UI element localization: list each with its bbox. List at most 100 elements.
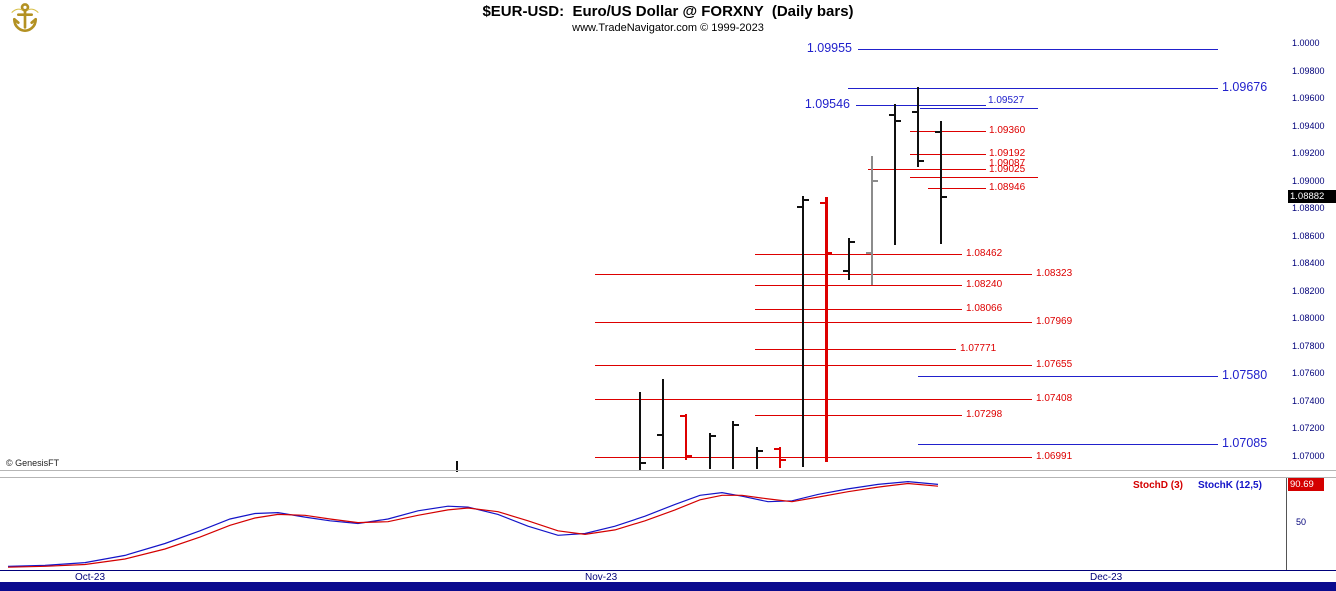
price-level-label: 1.09676: [1222, 80, 1268, 94]
x-axis-month-label: Nov-23: [585, 572, 618, 583]
ohlc-open-tick: [657, 434, 663, 436]
ohlc-open-tick: [866, 252, 872, 254]
price-level-line: [755, 285, 962, 286]
ohlc-bar: [779, 447, 781, 468]
price-level-line: [595, 365, 1032, 366]
price-level-label: 1.09025: [989, 164, 1026, 175]
price-level-line: [918, 444, 1218, 445]
price-axis-label: 1.08800: [1292, 203, 1325, 213]
ohlc-open-tick: [820, 202, 826, 204]
ohlc-bar: [802, 196, 804, 467]
ohlc-open-tick: [774, 448, 780, 450]
ohlc-open-tick: [843, 270, 849, 272]
price-level-line: [910, 177, 1038, 178]
chart-title: $EUR-USD: Euro/US Dollar @ FORXNY (Daily…: [482, 3, 854, 20]
ohlc-open-tick: [935, 131, 941, 133]
price-level-line: [848, 88, 1218, 89]
ohlc-open-tick: [797, 206, 803, 208]
genesisft-watermark: © GenesisFT: [6, 458, 60, 468]
ohlc-close-tick: [780, 459, 786, 461]
ohlc-bar: [894, 104, 896, 245]
ohlc-close-tick: [757, 450, 763, 452]
price-level-label: 1.09360: [989, 125, 1026, 136]
price-level-label: 1.07655: [1036, 359, 1073, 370]
price-level-label: 1.08323: [1036, 268, 1073, 279]
ohlc-close-tick: [686, 455, 692, 457]
price-level-label: 1.07771: [960, 343, 997, 354]
ohlc-bar: [940, 121, 942, 244]
ohlc-open-tick: [889, 114, 895, 116]
price-level-label: 1.09546: [804, 97, 850, 111]
price-level-label: 1.08066: [966, 303, 1003, 314]
stochk-legend-label[interactable]: StochK (12,5): [1198, 480, 1262, 491]
price-axis-label: 1.09000: [1292, 176, 1325, 186]
ohlc-bar: [848, 238, 850, 280]
price-level-label: 1.09955: [806, 41, 852, 55]
ohlc-close-tick: [918, 160, 924, 162]
ohlc-bar: [639, 392, 641, 471]
price-level-label: 1.06991: [1036, 451, 1073, 462]
time-axis[interactable]: Oct-23 Nov-23 Dec-23: [0, 572, 1336, 584]
ohlc-close-tick: [803, 199, 809, 201]
price-axis-label: 1.08400: [1292, 258, 1325, 268]
bottom-scrollbar[interactable]: [0, 582, 1336, 591]
price-level-line: [755, 254, 962, 255]
last-price-badge: 1.08882: [1288, 190, 1336, 203]
ohlc-close-tick: [710, 435, 716, 437]
price-level-label: 1.07580: [1222, 368, 1268, 382]
ohlc-bar: [709, 433, 711, 469]
price-axis-label: 1.09200: [1292, 148, 1325, 158]
time-axis-line: [0, 570, 1336, 571]
pane-separator-top: [0, 470, 1336, 471]
price-level-line: [928, 188, 986, 189]
ohlc-close-tick: [849, 241, 855, 243]
ohlc-close-tick: [872, 180, 878, 182]
price-level-label: 1.07969: [1036, 316, 1073, 327]
ohlc-bar: [871, 156, 873, 285]
price-axis-label: 1.07000: [1292, 451, 1325, 461]
price-level-line: [920, 108, 1038, 109]
stochastic-pane[interactable]: [0, 478, 1286, 570]
ohlc-close-tick: [640, 462, 646, 464]
price-level-label: 1.08462: [966, 248, 1003, 259]
stoch-pane-right-border: [1286, 478, 1287, 570]
price-level-line: [868, 169, 986, 170]
price-axis-label: 1.09400: [1292, 121, 1325, 131]
price-level-label: 1.07085: [1222, 436, 1268, 450]
price-level-label: 1.07408: [1036, 393, 1073, 404]
price-level-line: [595, 457, 1032, 458]
ohlc-open-tick: [680, 415, 686, 417]
price-level-line: [856, 105, 986, 106]
price-level-line: [910, 154, 986, 155]
ohlc-bar: [825, 197, 828, 462]
ohlc-open-tick: [912, 111, 918, 113]
price-level-label: 1.08240: [966, 279, 1003, 290]
stochd-legend-label[interactable]: StochD (3): [1133, 480, 1183, 491]
price-axis-label: 1.07400: [1292, 396, 1325, 406]
price-level-line: [755, 309, 962, 310]
price-axis-label: 1.08600: [1292, 231, 1325, 241]
ohlc-bar: [685, 414, 687, 460]
price-level-label: 1.07298: [966, 409, 1003, 420]
price-axis-label: 1.07600: [1292, 368, 1325, 378]
price-level-line: [595, 399, 1032, 400]
price-axis-label: 1.09600: [1292, 93, 1325, 103]
ohlc-close-tick: [826, 252, 832, 254]
ohlc-close-tick: [733, 424, 739, 426]
chart-subtitle: www.TradeNavigator.com © 1999-2023: [572, 22, 764, 34]
price-level-line: [595, 274, 1032, 275]
stochastic-plot: [7, 480, 939, 568]
price-axis-label: 1.07800: [1292, 341, 1325, 351]
pane-separator-bottom: [0, 477, 1336, 478]
price-level-label: 1.09087: [989, 158, 1026, 169]
price-level-label: 1.09527: [988, 95, 1025, 106]
stoch-axis-label-50: 50: [1296, 517, 1307, 527]
price-axis-label: 1.08000: [1292, 313, 1325, 323]
x-axis-month-label: Oct-23: [75, 572, 106, 583]
genesis-anchor-logo-icon: [8, 2, 42, 34]
ohlc-bar: [732, 421, 734, 469]
ohlc-close-tick: [941, 196, 947, 198]
price-level-label: 1.08946: [989, 182, 1026, 193]
